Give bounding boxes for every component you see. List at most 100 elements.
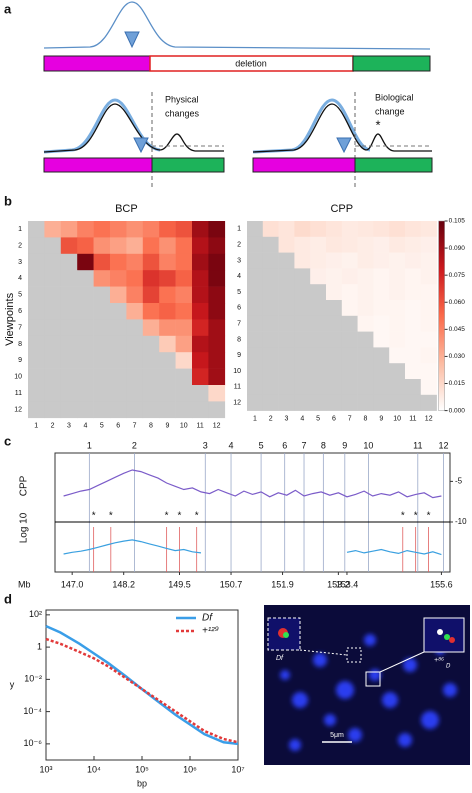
empty-cell <box>93 368 111 386</box>
cell <box>357 300 374 317</box>
viewpoint-label: 5 <box>259 440 264 450</box>
empty-cell <box>192 401 209 419</box>
y-axis-label: y <box>10 679 15 689</box>
cell <box>310 236 327 253</box>
cell <box>208 286 226 304</box>
empty-cell <box>310 315 327 332</box>
empty-cell <box>60 270 78 287</box>
col-label: 3 <box>67 423 71 430</box>
row-label: 9 <box>18 357 22 364</box>
cell <box>110 221 127 238</box>
cell <box>208 385 226 402</box>
empty-cell <box>44 368 62 386</box>
colorbar-label: 0.105 <box>449 218 466 225</box>
cell <box>110 286 127 304</box>
row-label: 6 <box>18 308 22 315</box>
col-label: 8 <box>149 423 153 430</box>
col-label: 4 <box>300 415 304 422</box>
cell <box>175 270 193 287</box>
cell <box>208 221 226 238</box>
empty-cell <box>389 379 406 396</box>
empty-cell <box>175 401 193 419</box>
empty-cell <box>278 394 295 411</box>
empty-cell <box>357 394 374 411</box>
plot-frame <box>54 452 451 573</box>
cell <box>110 253 127 271</box>
colorbar-label: 0.030 <box>449 353 466 360</box>
empty-cell <box>77 286 94 304</box>
empty-cell <box>341 331 358 348</box>
spot <box>437 629 443 635</box>
cell <box>341 236 358 253</box>
profile <box>43 1 431 50</box>
row-label: 8 <box>18 341 22 348</box>
panel-label: a <box>4 1 12 16</box>
empty-cell <box>294 363 311 380</box>
segment <box>43 157 153 173</box>
cell <box>405 300 422 317</box>
schematic: deletion Physical changes * Biological c… <box>43 1 433 190</box>
empty-cell <box>77 352 94 369</box>
cell <box>175 253 193 271</box>
profile <box>252 103 432 153</box>
empty-cell <box>294 284 311 301</box>
empty-cell <box>310 284 327 301</box>
empty-cell <box>126 319 144 337</box>
empty-cell <box>310 300 327 317</box>
colorbar-label: 0.090 <box>449 245 466 252</box>
empty-cell <box>326 363 343 380</box>
cell <box>192 237 209 255</box>
asterisk: * <box>375 117 380 132</box>
empty-cell <box>159 401 176 419</box>
cell <box>192 352 209 369</box>
empty-cell <box>175 368 193 386</box>
colorbar-label: 0.075 <box>449 272 466 279</box>
cell <box>93 253 111 271</box>
empty-cell <box>294 315 311 332</box>
empty-cell <box>247 379 264 396</box>
cell <box>357 268 374 285</box>
star: * <box>195 511 199 522</box>
cell <box>93 221 111 238</box>
empty-cell <box>60 253 78 271</box>
cell <box>110 270 127 287</box>
empty-cell <box>278 252 295 269</box>
empty-cell <box>142 401 160 419</box>
row-label: 9 <box>237 352 241 359</box>
empty-cell <box>28 237 45 255</box>
empty-cell <box>278 331 295 348</box>
cell <box>373 300 390 317</box>
viewpoint-label: 2 <box>132 440 137 450</box>
x-tick-label: 153.2 <box>327 579 350 589</box>
cell <box>192 303 209 320</box>
y-tick-label: 10⁻⁶ <box>24 738 43 748</box>
empty-cell <box>142 335 160 353</box>
empty-cell <box>357 363 374 380</box>
cell <box>326 268 343 285</box>
empty-cell <box>326 300 343 317</box>
cell <box>341 300 358 317</box>
viewpoint-label: 6 <box>282 440 287 450</box>
empty-cell <box>357 347 374 364</box>
cell <box>262 221 279 238</box>
inset <box>423 617 465 653</box>
cell <box>326 252 343 269</box>
empty-cell <box>93 286 111 304</box>
empty-cell <box>142 368 160 386</box>
empty-cell <box>310 331 327 348</box>
empty-cell <box>28 270 45 287</box>
row-label: 1 <box>18 226 22 233</box>
empty-cell <box>60 385 78 402</box>
cell <box>326 284 343 301</box>
empty-cell <box>247 252 264 269</box>
empty-cell <box>310 379 327 396</box>
x-tick-label: 10⁶ <box>183 764 197 774</box>
empty-cell <box>278 315 295 332</box>
col-label: 5 <box>100 423 104 430</box>
cell <box>405 363 422 380</box>
colorbar <box>438 220 445 411</box>
cell <box>208 270 226 287</box>
empty-cell <box>28 335 45 353</box>
x-tick-label: 153.4 <box>336 579 359 589</box>
